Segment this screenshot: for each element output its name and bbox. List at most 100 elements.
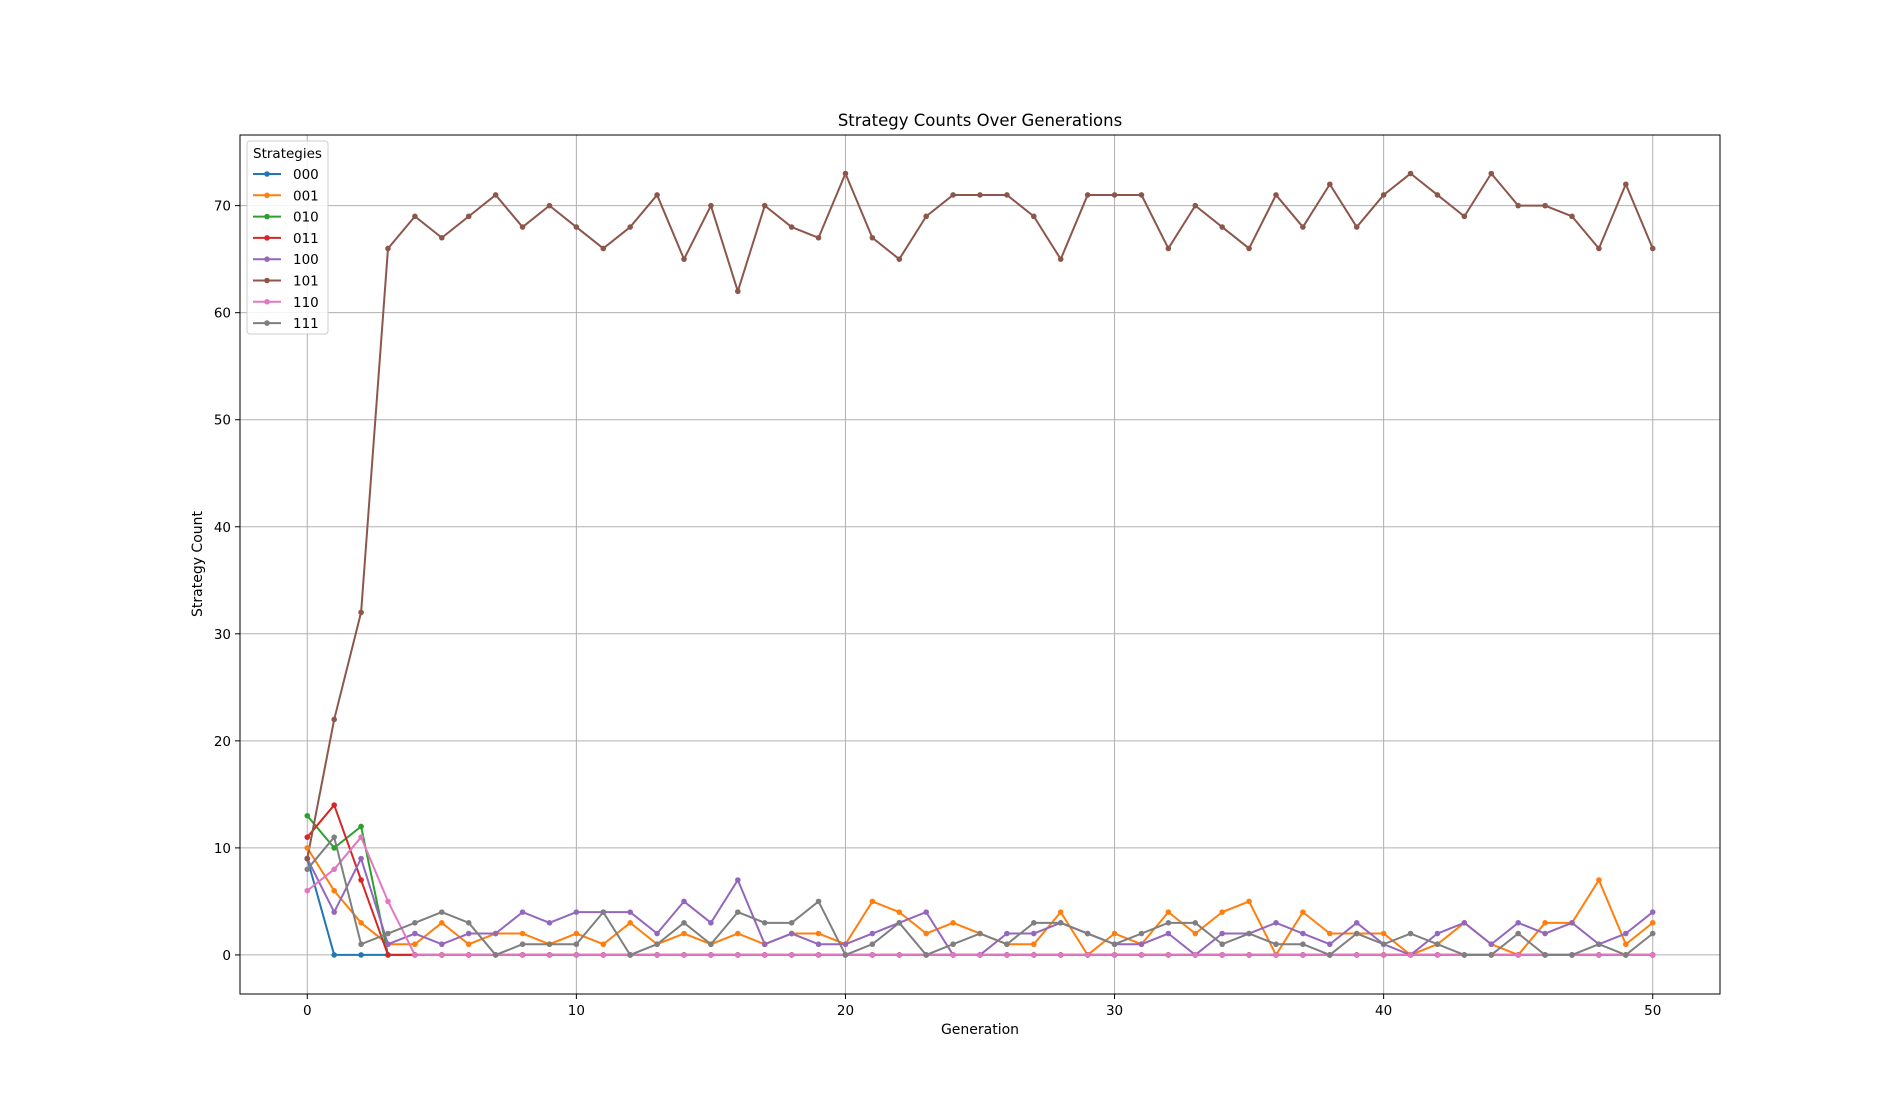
data-point [950, 952, 956, 958]
data-point [1569, 952, 1575, 958]
data-point [465, 952, 472, 958]
data-point [735, 952, 741, 958]
data-point [977, 930, 983, 937]
data-point [1219, 909, 1225, 915]
data-point [681, 256, 687, 262]
data-point [627, 909, 633, 915]
data-point [1165, 952, 1172, 958]
x-tick-label: 0 [303, 1003, 312, 1019]
data-point [1138, 952, 1145, 958]
data-point [600, 909, 607, 915]
data-point [492, 930, 499, 937]
legend-entry-110: 110 [253, 295, 319, 311]
data-point [331, 716, 337, 723]
data-point [1300, 941, 1306, 948]
data-point [1138, 930, 1145, 937]
data-point [1515, 920, 1521, 926]
y-tick-label: 0 [222, 948, 231, 964]
data-point [331, 952, 337, 958]
data-point [1219, 952, 1225, 958]
data-point [358, 877, 364, 883]
legend-label: 011 [293, 231, 319, 247]
data-point [385, 941, 391, 948]
y-tick-label: 30 [214, 627, 231, 643]
data-point [1488, 170, 1495, 177]
data-point [1649, 952, 1656, 958]
data-point [923, 952, 929, 958]
data-point [1623, 181, 1629, 188]
data-point [1353, 920, 1360, 926]
data-point [331, 802, 337, 808]
legend-entry-100: 100 [253, 252, 319, 268]
data-point [1300, 952, 1306, 958]
data-point [304, 845, 311, 851]
data-point [465, 920, 472, 926]
data-point [439, 234, 445, 241]
data-point [1434, 952, 1441, 958]
data-point [896, 256, 903, 262]
data-point [923, 909, 929, 915]
data-point [1434, 192, 1441, 198]
data-point [735, 288, 741, 295]
legend-swatch-marker [264, 171, 270, 177]
legend-box [246, 140, 329, 335]
data-point [1057, 920, 1064, 926]
data-point [1192, 920, 1199, 926]
data-point [1004, 941, 1010, 948]
data-point [1273, 941, 1279, 948]
data-point [1380, 952, 1387, 958]
data-point [950, 941, 956, 948]
data-point [1596, 877, 1602, 883]
data-point [1649, 909, 1656, 915]
legend-swatch-marker [264, 277, 270, 284]
data-point [1004, 930, 1010, 937]
chart-title: Strategy Counts Over Generations [838, 111, 1122, 130]
data-point [1138, 941, 1145, 948]
data-point [977, 952, 983, 958]
x-tick-label: 40 [1375, 1003, 1392, 1019]
series-markers-111 [304, 834, 1656, 958]
x-tick-label: 30 [1106, 1003, 1123, 1019]
data-point [492, 192, 499, 198]
data-point [1380, 192, 1387, 198]
data-point [1327, 952, 1333, 958]
data-point [385, 245, 391, 252]
data-point [842, 170, 849, 177]
legend-swatch-marker [264, 256, 270, 263]
data-point [1219, 941, 1225, 948]
data-point [1300, 224, 1306, 230]
data-point [600, 941, 607, 948]
data-point [654, 930, 660, 937]
data-point [1111, 952, 1118, 958]
data-point [358, 941, 364, 948]
data-point [412, 930, 418, 937]
data-point [1461, 920, 1468, 926]
data-point [358, 834, 364, 840]
data-point [412, 920, 418, 926]
data-point [1138, 192, 1145, 198]
data-point [412, 941, 418, 948]
data-point [465, 213, 472, 220]
data-point [1057, 952, 1064, 958]
data-point [1165, 930, 1172, 937]
data-point [869, 930, 876, 937]
legend: Strategies 000 001 010 011 100 101 110 111 [246, 140, 329, 335]
data-point [1649, 920, 1656, 926]
data-point [1273, 920, 1279, 926]
data-point [788, 920, 795, 926]
data-point [331, 834, 337, 840]
series-markers-110 [304, 834, 1656, 958]
data-point [385, 898, 391, 905]
data-point [519, 941, 526, 948]
data-point [358, 920, 364, 926]
data-point [1488, 952, 1495, 958]
data-point [1596, 245, 1602, 252]
data-point [1273, 952, 1279, 958]
legend-label: 000 [293, 167, 319, 183]
data-point [304, 866, 311, 873]
data-point [385, 952, 391, 958]
data-point [681, 898, 687, 905]
x-tick-label: 50 [1644, 1003, 1661, 1019]
data-point [761, 952, 768, 958]
data-point [1649, 245, 1656, 252]
